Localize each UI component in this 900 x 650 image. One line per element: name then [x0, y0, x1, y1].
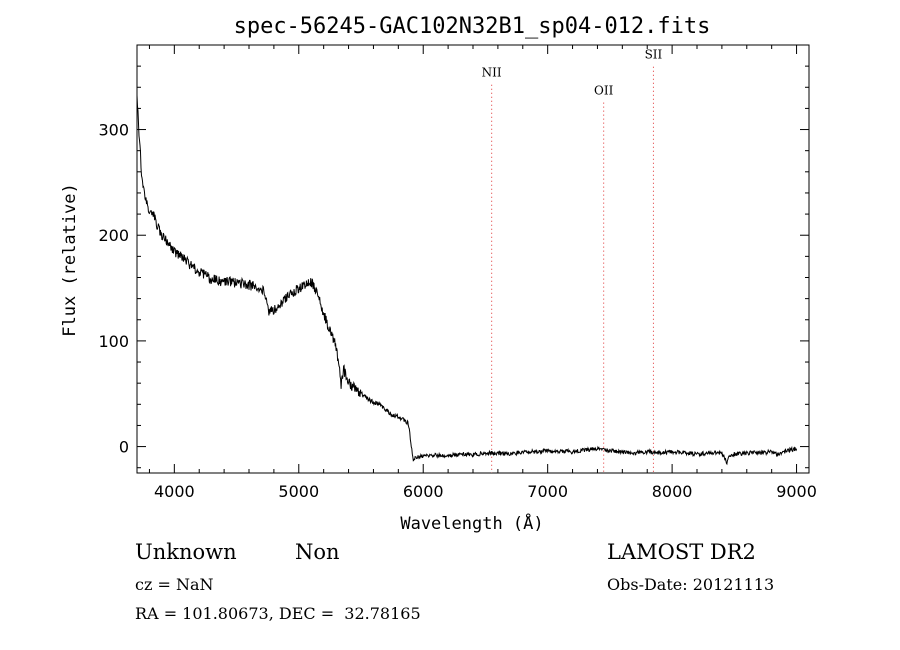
x-tick-label: 8000 [652, 482, 693, 501]
x-tick-label: 9000 [776, 482, 817, 501]
y-tick-label: 0 [119, 438, 129, 457]
spectrum-series [136, 95, 798, 466]
x-axis-label: Wavelength (Å) [400, 512, 543, 534]
x-tick-label: 4000 [154, 482, 195, 501]
redshift-value: cz = NaN [135, 575, 214, 594]
x-tick-label: 7000 [527, 482, 568, 501]
spectral-subclass: Non [295, 540, 340, 564]
y-axis-label: Flux (relative) [60, 183, 80, 337]
y-tick-label: 100 [98, 332, 129, 351]
plot-axes [136, 44, 810, 474]
spectrum-line [136, 95, 798, 466]
survey-name: LAMOST DR2 [607, 540, 756, 564]
line-annotations: NII OII SII [482, 48, 663, 473]
axis-ticks: 4000 5000 6000 7000 8000 9000 0 100 200 300 [98, 45, 817, 501]
annotation-label: NII [482, 66, 502, 80]
annotation-label: SII [645, 48, 663, 62]
plot-frame [136, 44, 810, 474]
x-tick-label: 5000 [278, 482, 319, 501]
chart-title: spec-56245-GAC102N32B1_sp04-012.fits [234, 14, 711, 39]
y-tick-label: 300 [98, 121, 129, 140]
annotation-label: OII [594, 84, 614, 98]
coordinates: RA = 101.80673, DEC = 32.78165 [135, 604, 421, 623]
y-tick-label: 200 [98, 226, 129, 245]
x-tick-label: 6000 [403, 482, 444, 501]
spectral-class: Unknown [135, 540, 237, 564]
observation-date: Obs-Date: 20121113 [607, 575, 775, 594]
